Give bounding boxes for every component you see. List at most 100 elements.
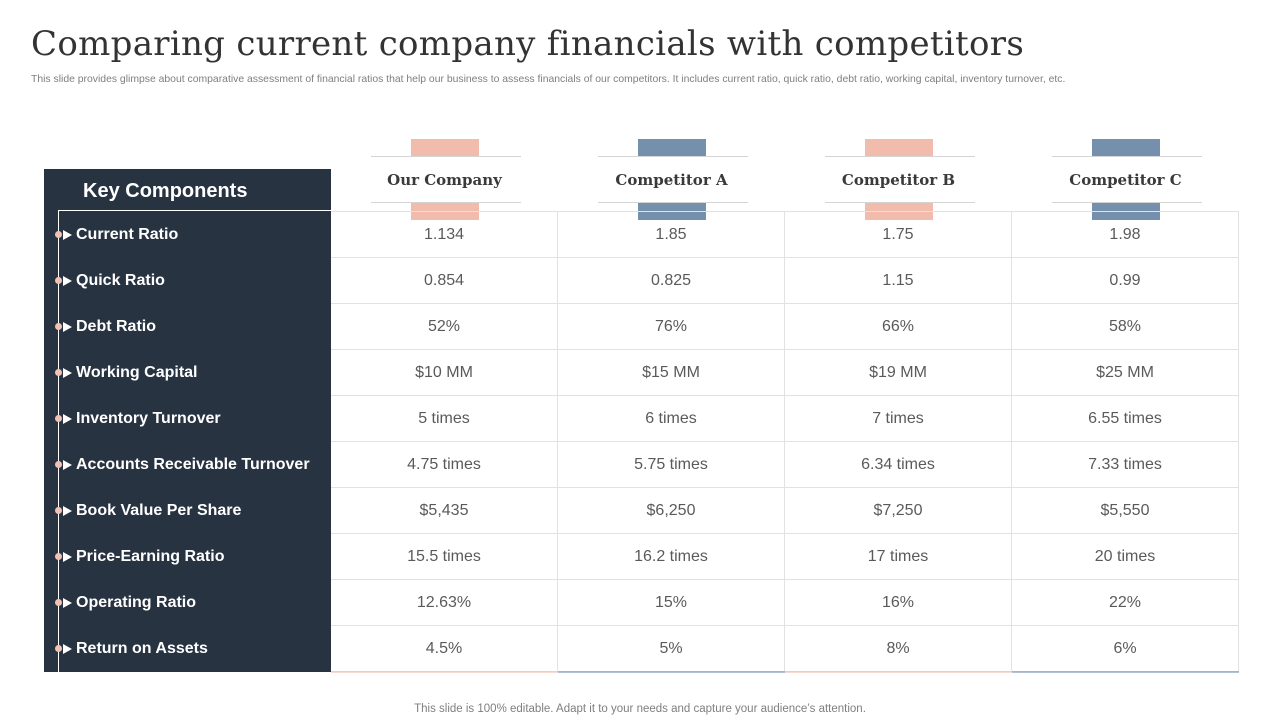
row-label-text: Working Capital	[76, 364, 198, 381]
divider	[598, 156, 748, 157]
comparison-table: 1.134 1.85 1.75 1.98 0.854 0.825 1.15 0.99 52% 76…	[331, 211, 1239, 672]
column-bottom-accent	[558, 671, 785, 673]
column-accent-tab	[638, 139, 706, 156]
table-cell: $5,435	[331, 488, 558, 534]
column-accent-tab	[1092, 139, 1160, 156]
row-label: Price-Earning Ratio	[54, 534, 331, 580]
table-cell: 16%	[785, 580, 1012, 626]
row-label-text: Accounts Receivable Turnover	[76, 456, 310, 473]
column-bottom-accent	[331, 671, 558, 673]
table-cell: 76%	[558, 304, 785, 350]
row-label: Operating Ratio	[54, 580, 331, 626]
row-label-text: Current Ratio	[76, 226, 179, 243]
column-accent-tab	[865, 139, 933, 156]
column-name: Competitor B	[841, 171, 956, 189]
table-cell: $5,550	[1012, 488, 1239, 534]
bullet-arrow-icon	[54, 413, 76, 425]
key-components-panel	[44, 169, 331, 672]
table-cell: 0.825	[558, 258, 785, 304]
table-cell: $15 MM	[558, 350, 785, 396]
column-name: Competitor A	[615, 171, 728, 189]
bullet-arrow-icon	[54, 551, 76, 563]
divider	[1052, 156, 1202, 157]
table-cell: 6.55 times	[1012, 396, 1239, 442]
column-header: Our Company	[331, 139, 558, 220]
row-label-text: Quick Ratio	[76, 272, 165, 289]
bullet-arrow-icon	[54, 367, 76, 379]
slide-subtitle: This slide provides glimpse about compar…	[31, 74, 1066, 85]
row-label: Quick Ratio	[54, 258, 331, 304]
divider	[1052, 202, 1202, 203]
table-cell: 16.2 times	[558, 534, 785, 580]
panel-divider	[58, 210, 331, 211]
table-cell: 6.34 times	[785, 442, 1012, 488]
bullet-arrow-icon	[54, 459, 76, 471]
key-components-heading: Key Components	[83, 180, 248, 202]
bullet-arrow-icon	[54, 275, 76, 287]
row-label-text: Operating Ratio	[76, 594, 197, 611]
row-label: Working Capital	[54, 350, 331, 396]
column-header: Competitor C	[1012, 139, 1239, 220]
column-accent-tab	[411, 139, 479, 156]
column-bottom-accent	[1012, 671, 1239, 673]
row-label-text: Debt Ratio	[76, 318, 156, 335]
table-cell: 0.854	[331, 258, 558, 304]
table-cell: 17 times	[785, 534, 1012, 580]
slide-footer: This slide is 100% editable. Adapt it to…	[414, 703, 866, 715]
divider	[825, 202, 975, 203]
column-header: Competitor B	[785, 139, 1012, 220]
table-cell: 1.15	[785, 258, 1012, 304]
table-cell: 5.75 times	[558, 442, 785, 488]
bullet-arrow-icon	[54, 643, 76, 655]
column-name: Competitor C	[1069, 171, 1182, 189]
table-cell: 5%	[558, 626, 785, 672]
row-label-text: Inventory Turnover	[76, 410, 221, 427]
bullet-arrow-icon	[54, 597, 76, 609]
row-label-text: Return on Assets	[76, 640, 208, 657]
table-cell: 6%	[1012, 626, 1239, 672]
table-cell: 8%	[785, 626, 1012, 672]
table-cell: $7,250	[785, 488, 1012, 534]
table-cell: 4.75 times	[331, 442, 558, 488]
table-cell: 1.134	[331, 212, 558, 258]
row-label: Inventory Turnover	[54, 396, 331, 442]
slide-title: Comparing current company financials wit…	[31, 24, 1025, 64]
column-header: Competitor A	[558, 139, 785, 220]
table-cell: $10 MM	[331, 350, 558, 396]
table-cell: 1.85	[558, 212, 785, 258]
row-label: Current Ratio	[54, 212, 331, 258]
column-bottom-accent	[785, 671, 1012, 673]
table-cell: 7 times	[785, 396, 1012, 442]
bullet-arrow-icon	[54, 505, 76, 517]
table-cell: $19 MM	[785, 350, 1012, 396]
table-cell: 0.99	[1012, 258, 1239, 304]
table-cell: 15%	[558, 580, 785, 626]
row-label-text: Book Value Per Share	[76, 502, 242, 519]
table-cell: 58%	[1012, 304, 1239, 350]
bullet-arrow-icon	[54, 229, 76, 241]
table-cell: 22%	[1012, 580, 1239, 626]
table-cell: 20 times	[1012, 534, 1239, 580]
table-cell: 1.75	[785, 212, 1012, 258]
table-cell: 6 times	[558, 396, 785, 442]
divider	[598, 202, 748, 203]
table-cell: 4.5%	[331, 626, 558, 672]
row-label: Book Value Per Share	[54, 488, 331, 534]
row-label: Debt Ratio	[54, 304, 331, 350]
bullet-arrow-icon	[54, 321, 76, 333]
table-cell: $6,250	[558, 488, 785, 534]
row-label: Return on Assets	[54, 626, 331, 672]
table-cell: 66%	[785, 304, 1012, 350]
table-cell: $25 MM	[1012, 350, 1239, 396]
divider	[371, 156, 521, 157]
table-cell: 7.33 times	[1012, 442, 1239, 488]
table-cell: 5 times	[331, 396, 558, 442]
column-name: Our Company	[387, 171, 502, 189]
row-label: Accounts Receivable Turnover	[54, 442, 331, 488]
table-cell: 12.63%	[331, 580, 558, 626]
panel-timeline-line	[58, 211, 59, 672]
divider	[371, 202, 521, 203]
table-cell: 52%	[331, 304, 558, 350]
table-cell: 1.98	[1012, 212, 1239, 258]
divider	[825, 156, 975, 157]
